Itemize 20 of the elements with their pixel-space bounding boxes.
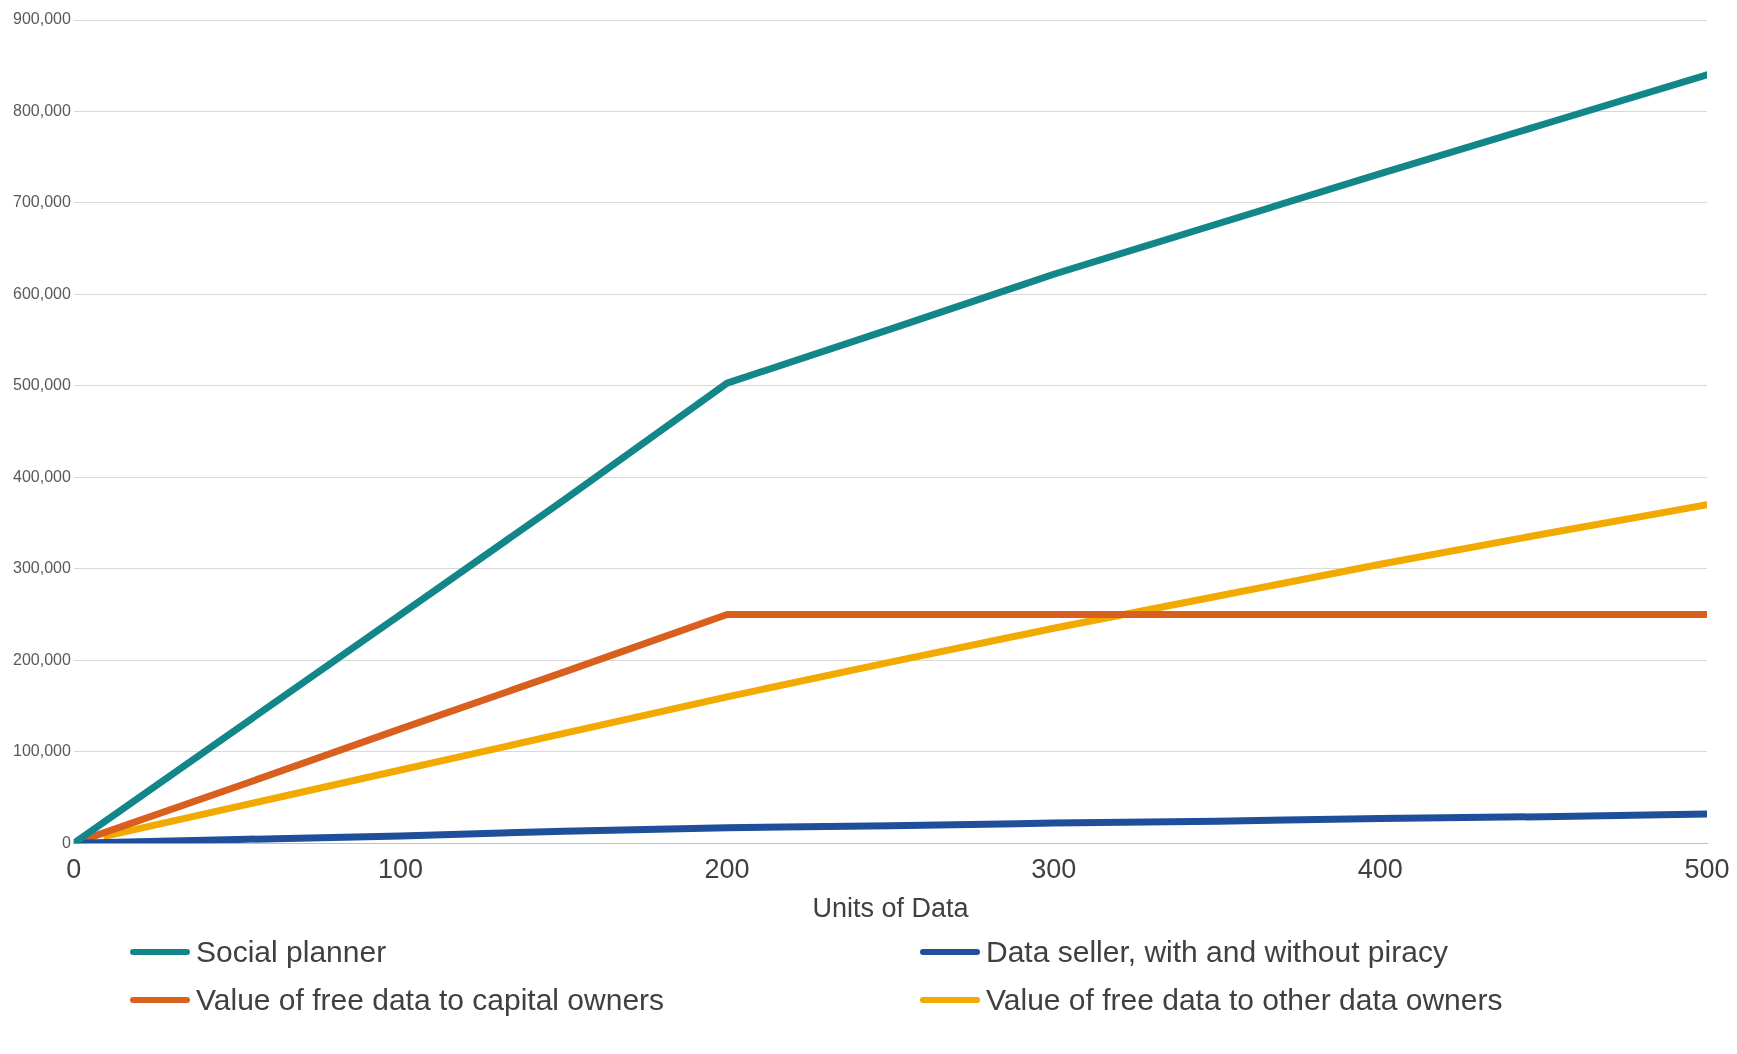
y-tick-label: 700,000 — [12, 193, 71, 211]
legend-label: Social planner — [196, 935, 387, 969]
legend-label: Value of free data to capital owners — [196, 983, 665, 1017]
y-tick-label: 400,000 — [12, 467, 71, 485]
y-tick-label: 100,000 — [12, 742, 71, 760]
y-tick-label: 900,000 — [12, 10, 71, 28]
x-tick-label: 100 — [377, 853, 423, 884]
y-tick-label: 200,000 — [12, 650, 71, 668]
legend-label: Data seller, with and without piracy — [986, 935, 1448, 969]
x-tick-label: 400 — [1357, 853, 1403, 884]
x-axis-title: Units of Data — [812, 893, 970, 924]
y-tick-label: 0 — [61, 833, 71, 851]
y-tick-label: 500,000 — [12, 376, 71, 394]
x-tick-label: 200 — [704, 853, 750, 884]
y-tick-label: 800,000 — [12, 101, 71, 119]
y-tick-label: 600,000 — [12, 284, 71, 302]
x-tick-label: 300 — [1031, 853, 1077, 884]
x-tick-label: 500 — [1684, 853, 1730, 884]
y-tick-label: 300,000 — [12, 559, 71, 577]
legend-label: Value of free data to other data owners — [986, 983, 1503, 1017]
